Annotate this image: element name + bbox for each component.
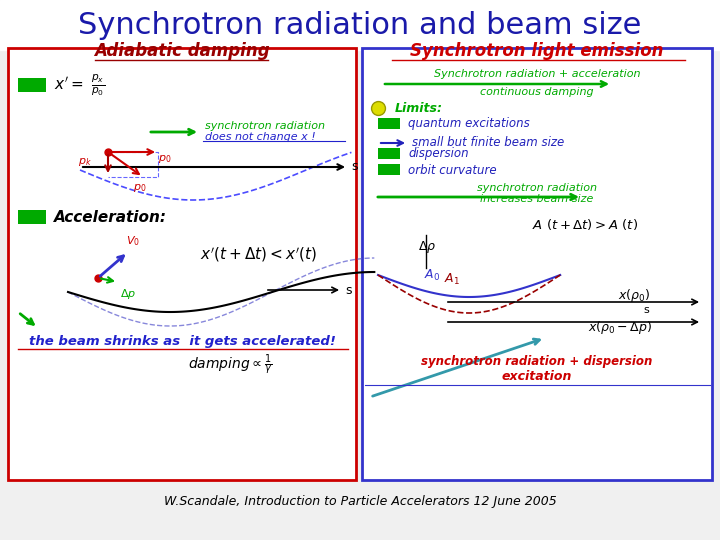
Text: Synchrotron light emission: Synchrotron light emission xyxy=(410,42,664,60)
Text: Limits:: Limits: xyxy=(395,102,443,114)
Text: $p_0$: $p_0$ xyxy=(158,153,171,165)
Bar xyxy=(18,210,46,224)
Text: Acceleration:: Acceleration: xyxy=(54,210,167,225)
Text: small but finite beam size: small but finite beam size xyxy=(412,137,564,150)
Text: $x(\rho_0)$: $x(\rho_0)$ xyxy=(618,287,650,305)
Text: increases beam size: increases beam size xyxy=(480,194,594,204)
Text: $p_0$: $p_0$ xyxy=(133,182,147,194)
Text: Adiabatic damping: Adiabatic damping xyxy=(94,42,270,60)
Text: the beam shrinks as  it gets accelerated!: the beam shrinks as it gets accelerated! xyxy=(29,335,336,348)
Text: $x(\rho_0 - \Delta p)$: $x(\rho_0 - \Delta p)$ xyxy=(588,320,652,336)
Text: $A_1$: $A_1$ xyxy=(444,272,460,287)
Text: $A_0$: $A_0$ xyxy=(424,268,440,283)
Bar xyxy=(18,78,46,92)
Text: $A\ (t + \Delta t) > A\ (t)$: $A\ (t + \Delta t) > A\ (t)$ xyxy=(532,218,638,233)
Bar xyxy=(378,118,400,129)
Text: synchrotron radiation: synchrotron radiation xyxy=(205,121,325,131)
Bar xyxy=(8,48,356,480)
Text: $damping \propto \frac{1}{\gamma}$: $damping \propto \frac{1}{\gamma}$ xyxy=(188,353,272,377)
Text: $\Delta p$: $\Delta p$ xyxy=(120,287,136,301)
Text: excitation: excitation xyxy=(502,370,572,383)
Text: synchrotron radiation: synchrotron radiation xyxy=(477,183,597,193)
Bar xyxy=(0,0,720,50)
Text: does not change x !: does not change x ! xyxy=(205,132,316,142)
Text: W.Scandale, Introduction to Particle Accelerators 12 June 2005: W.Scandale, Introduction to Particle Acc… xyxy=(163,496,557,509)
Text: $x' = \ \frac{p_x}{p_0}$: $x' = \ \frac{p_x}{p_0}$ xyxy=(54,72,105,98)
Text: $\Delta\rho$: $\Delta\rho$ xyxy=(418,239,436,255)
Text: orbit curvature: orbit curvature xyxy=(408,164,497,177)
Bar xyxy=(362,48,712,480)
Text: $V_0$: $V_0$ xyxy=(126,234,140,248)
Text: continuous damping: continuous damping xyxy=(480,87,594,97)
Text: Synchrotron radiation + acceleration: Synchrotron radiation + acceleration xyxy=(433,69,640,79)
Text: $p_k$: $p_k$ xyxy=(78,156,92,168)
Text: $x'(t + \Delta t) < x'(t)$: $x'(t + \Delta t) < x'(t)$ xyxy=(200,246,317,264)
Bar xyxy=(378,148,400,159)
Text: s: s xyxy=(345,284,351,296)
Text: Synchrotron radiation and beam size: Synchrotron radiation and beam size xyxy=(78,10,642,39)
Bar xyxy=(378,164,400,175)
Text: s: s xyxy=(643,305,649,315)
Text: synchrotron radiation + dispersion: synchrotron radiation + dispersion xyxy=(421,355,653,368)
Text: dispersion: dispersion xyxy=(408,147,469,160)
Text: s: s xyxy=(351,160,358,173)
Text: quantum excitations: quantum excitations xyxy=(408,118,530,131)
